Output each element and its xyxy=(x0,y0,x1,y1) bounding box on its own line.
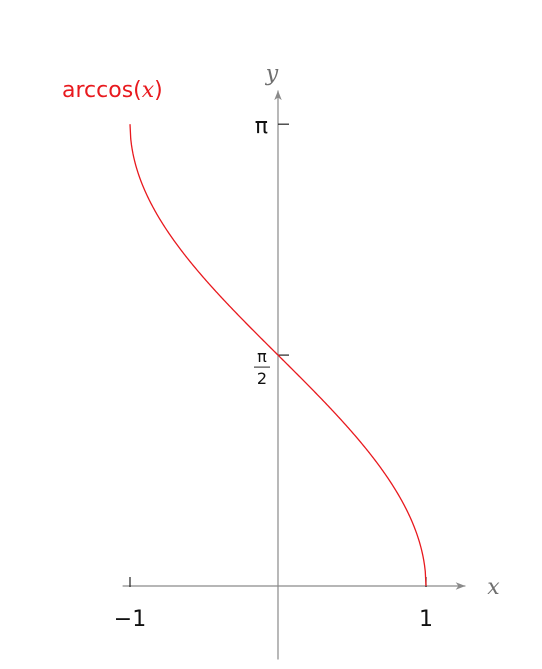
series-label-arccos: arccos(x) xyxy=(62,78,163,103)
y-tick-label-pi-over-2: π 2 xyxy=(254,347,270,388)
series-line-arccos xyxy=(129,124,427,587)
y-tick-label-pi: π xyxy=(255,114,268,139)
series-label-close: ) xyxy=(154,78,163,103)
series-label-var: x xyxy=(142,78,155,103)
y-axis-label: y xyxy=(265,61,279,86)
x-axis-label: x xyxy=(487,575,500,600)
x-tick-label: 1 xyxy=(419,607,433,632)
fraction-numerator: π xyxy=(257,347,267,366)
x-tick-label: −1 xyxy=(114,607,146,632)
series-label-func: arccos( xyxy=(62,78,142,103)
fraction-denominator: 2 xyxy=(257,369,267,388)
